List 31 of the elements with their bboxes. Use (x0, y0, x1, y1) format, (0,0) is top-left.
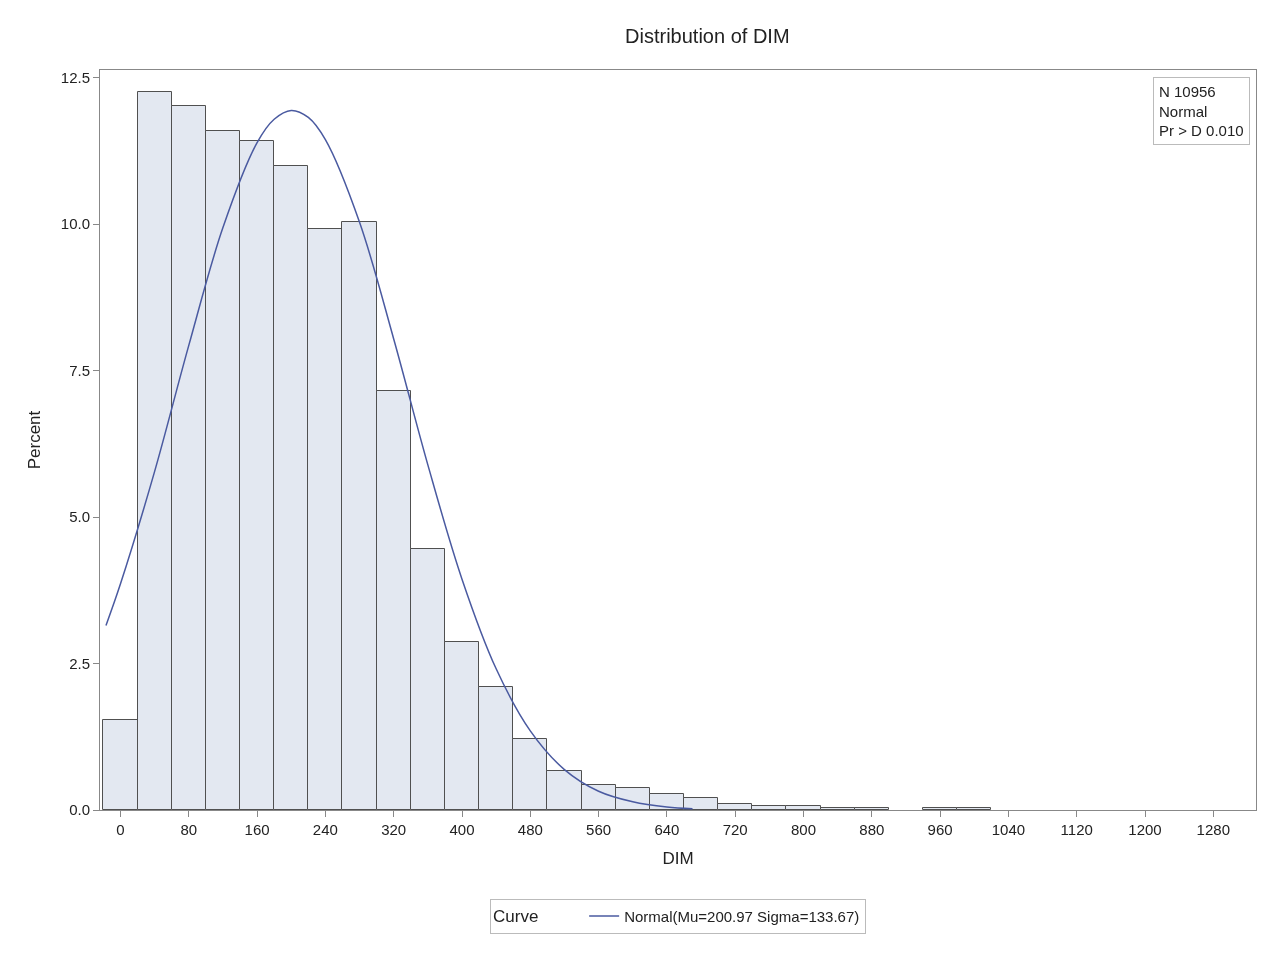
y-axis-title: Percent (25, 410, 45, 470)
x-tick-label: 880 (859, 821, 885, 838)
x-tick-label: 720 (722, 821, 748, 838)
annotation: Normal (1159, 102, 1208, 120)
x-tick-label: 560 (586, 821, 612, 838)
y-tick-label: 2.5 (69, 654, 90, 672)
y-tick-label: 7.5 (69, 361, 90, 379)
y-tick-label: 0.0 (69, 801, 90, 819)
x-tick-label: 640 (654, 821, 680, 838)
annotation: Pr > D 0.010 (1159, 122, 1244, 139)
x-tick-label: 400 (449, 821, 475, 838)
x-tick-label: 320 (381, 821, 407, 838)
x-tick-label: 1200 (1128, 821, 1162, 838)
x-tick-label: 1040 (991, 821, 1026, 838)
chart-title: Distribution of DIM (625, 24, 790, 47)
x-tick-label: 160 (244, 821, 270, 838)
x-tick-label: 1280 (1196, 821, 1230, 838)
x-tick-label: 800 (790, 821, 817, 838)
y-tick-label: 10.0 (60, 215, 90, 233)
annotation: N 10956 (1159, 83, 1216, 100)
legend-title: Curve (493, 906, 577, 926)
x-tick-label: 1120 (1060, 821, 1093, 838)
legend-label: Normal(Mu=200.97 Sigma=133.67) (624, 907, 860, 925)
x-tick-label: 480 (517, 821, 543, 838)
x-tick-label: 0 (116, 821, 125, 838)
x-tick-label: 960 (927, 821, 953, 838)
x-tick-label: 80 (180, 821, 198, 838)
y-tick-label: 12.5 (60, 68, 90, 86)
x-tick-label: 240 (312, 821, 338, 838)
y-tick-label: 5.0 (69, 508, 90, 526)
x-axis-title: DIM (662, 849, 694, 869)
